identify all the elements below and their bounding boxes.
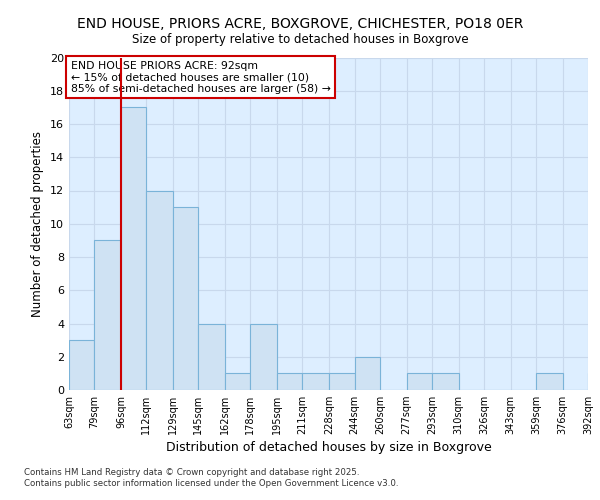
Text: Size of property relative to detached houses in Boxgrove: Size of property relative to detached ho… <box>131 32 469 46</box>
Bar <box>407 374 432 390</box>
Bar <box>69 340 94 390</box>
Bar <box>250 324 277 390</box>
Y-axis label: Number of detached properties: Number of detached properties <box>31 130 44 317</box>
Bar <box>536 374 563 390</box>
Bar <box>277 374 302 390</box>
Bar <box>225 374 250 390</box>
Bar <box>173 207 199 390</box>
Text: Contains HM Land Registry data © Crown copyright and database right 2025.
Contai: Contains HM Land Registry data © Crown c… <box>24 468 398 487</box>
Bar <box>121 108 146 390</box>
X-axis label: Distribution of detached houses by size in Boxgrove: Distribution of detached houses by size … <box>166 442 491 454</box>
Bar <box>355 357 380 390</box>
Text: END HOUSE PRIORS ACRE: 92sqm
← 15% of detached houses are smaller (10)
85% of se: END HOUSE PRIORS ACRE: 92sqm ← 15% of de… <box>71 61 331 94</box>
Bar <box>432 374 458 390</box>
Bar <box>199 324 225 390</box>
Bar <box>329 374 355 390</box>
Bar <box>94 240 121 390</box>
Text: END HOUSE, PRIORS ACRE, BOXGROVE, CHICHESTER, PO18 0ER: END HOUSE, PRIORS ACRE, BOXGROVE, CHICHE… <box>77 18 523 32</box>
Bar <box>588 374 600 390</box>
Bar <box>302 374 329 390</box>
Bar <box>146 190 173 390</box>
